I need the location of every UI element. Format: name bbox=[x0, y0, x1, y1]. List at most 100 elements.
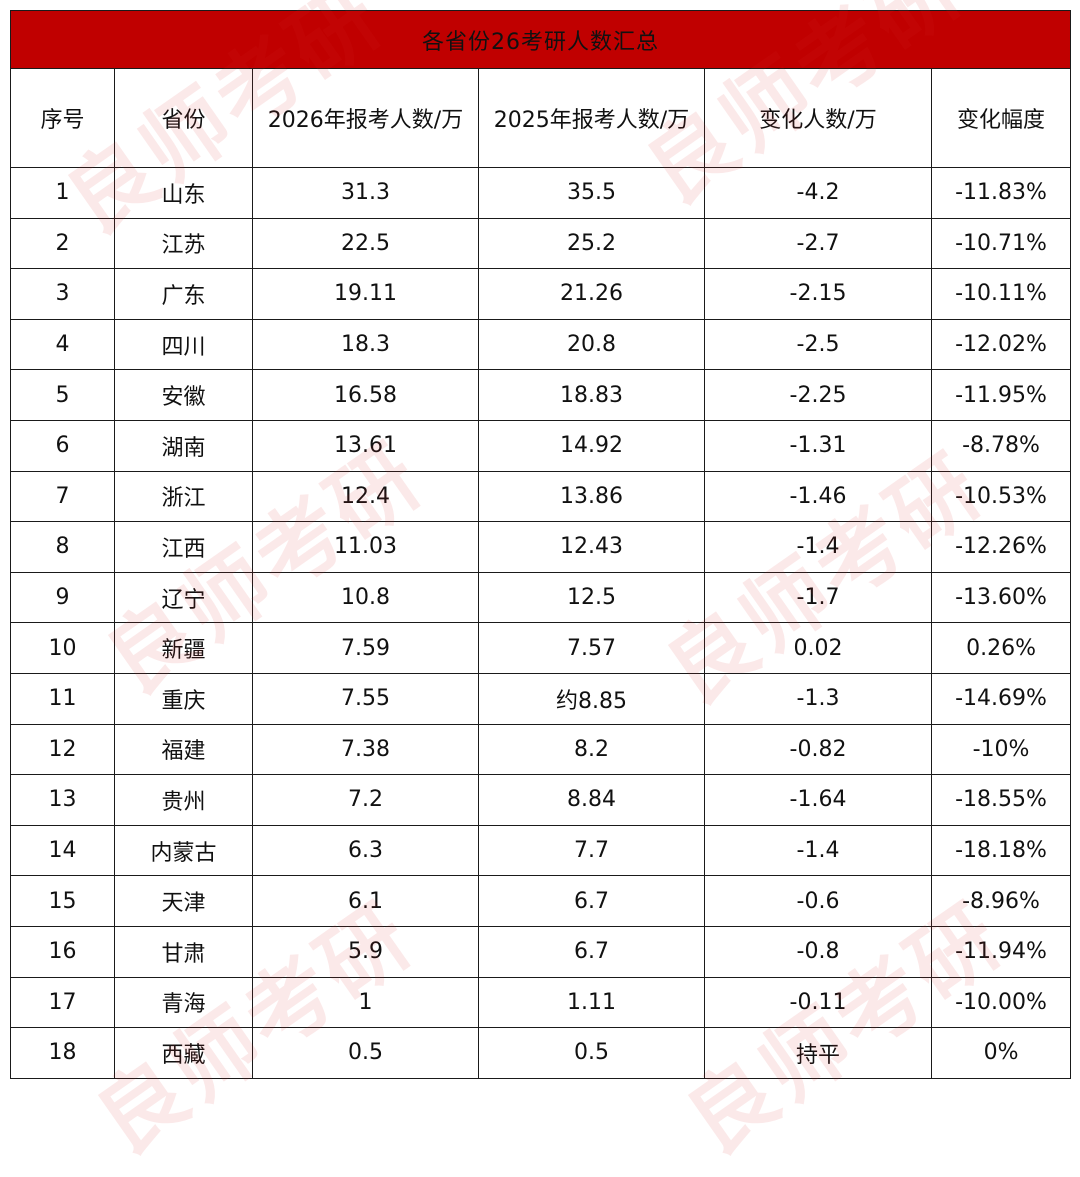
cell-province: 浙江 bbox=[114, 470, 253, 523]
cell-index: 2 bbox=[10, 217, 115, 270]
cell-index: 4 bbox=[10, 318, 115, 371]
cell-change-count: -0.8 bbox=[704, 925, 932, 978]
table-row: 13 贵州 7.2 8.84 -1.64 -18.55% bbox=[10, 774, 1072, 826]
cell-2025-applicants: 12.5 bbox=[478, 571, 705, 624]
cell-2025-applicants: 13.86 bbox=[478, 470, 705, 523]
cell-2025-applicants: 20.8 bbox=[478, 318, 705, 371]
cell-2026-applicants: 0.5 bbox=[252, 1027, 479, 1079]
cell-change-count: -4.2 bbox=[704, 167, 932, 219]
cell-change-count: -1.3 bbox=[704, 672, 932, 725]
cell-province: 山东 bbox=[114, 167, 253, 219]
cell-province: 广东 bbox=[114, 268, 253, 320]
table-row: 3 广东 19.11 21.26 -2.15 -10.11% bbox=[10, 268, 1072, 320]
cell-index: 5 bbox=[10, 369, 115, 421]
cell-province: 江西 bbox=[114, 521, 253, 573]
cell-2026-applicants: 12.4 bbox=[252, 470, 479, 523]
cell-province: 青海 bbox=[114, 976, 253, 1029]
cell-2026-applicants: 7.59 bbox=[252, 622, 479, 674]
cell-change-rate: 0.26% bbox=[930, 622, 1072, 674]
cell-2025-applicants: 35.5 bbox=[478, 167, 705, 219]
cell-2026-applicants: 16.58 bbox=[252, 369, 479, 421]
cell-province: 四川 bbox=[114, 318, 253, 371]
cell-province: 辽宁 bbox=[114, 571, 253, 624]
cell-index: 13 bbox=[10, 774, 115, 826]
cell-change-count: 0.02 bbox=[704, 622, 932, 674]
cell-change-count: -1.64 bbox=[704, 774, 932, 826]
cell-change-rate: -18.18% bbox=[930, 824, 1072, 877]
cell-index: 17 bbox=[10, 976, 115, 1029]
cell-2025-applicants: 14.92 bbox=[478, 419, 705, 472]
cell-change-rate: -10.00% bbox=[930, 976, 1072, 1029]
table-row: 11 重庆 7.55 约8.85 -1.3 -14.69% bbox=[10, 672, 1072, 725]
table-row: 8 江西 11.03 12.43 -1.4 -12.26% bbox=[10, 521, 1072, 573]
cell-change-rate: -12.02% bbox=[930, 318, 1072, 371]
cell-province: 重庆 bbox=[114, 672, 253, 725]
cell-change-rate: -10% bbox=[930, 723, 1072, 776]
cell-2025-applicants: 21.26 bbox=[478, 268, 705, 320]
table-row: 10 新疆 7.59 7.57 0.02 0.26% bbox=[10, 622, 1072, 674]
cell-index: 12 bbox=[10, 723, 115, 776]
cell-change-count: -1.4 bbox=[704, 824, 932, 877]
header-2026-applicants: 2026年报考人数/万 bbox=[252, 68, 479, 168]
cell-2025-applicants: 1.11 bbox=[478, 976, 705, 1029]
cell-province: 新疆 bbox=[114, 622, 253, 674]
cell-index: 14 bbox=[10, 824, 115, 877]
table-row: 14 内蒙古 6.3 7.7 -1.4 -18.18% bbox=[10, 824, 1072, 877]
cell-change-rate: -11.83% bbox=[930, 167, 1072, 219]
cell-2026-applicants: 18.3 bbox=[252, 318, 479, 371]
cell-change-rate: -12.26% bbox=[930, 521, 1072, 573]
header-2025-applicants: 2025年报考人数/万 bbox=[478, 68, 705, 168]
cell-index: 3 bbox=[10, 268, 115, 320]
cell-2025-applicants: 12.43 bbox=[478, 521, 705, 573]
cell-change-count: -2.7 bbox=[704, 217, 932, 270]
cell-change-count: -1.46 bbox=[704, 470, 932, 523]
table-row: 6 湖南 13.61 14.92 -1.31 -8.78% bbox=[10, 419, 1072, 472]
header-index: 序号 bbox=[10, 68, 115, 168]
cell-index: 7 bbox=[10, 470, 115, 523]
table-row: 2 江苏 22.5 25.2 -2.7 -10.71% bbox=[10, 217, 1072, 270]
cell-index: 9 bbox=[10, 571, 115, 624]
cell-2025-applicants: 7.57 bbox=[478, 622, 705, 674]
header-province: 省份 bbox=[114, 68, 253, 168]
cell-index: 1 bbox=[10, 167, 115, 219]
cell-index: 16 bbox=[10, 925, 115, 978]
cell-index: 18 bbox=[10, 1027, 115, 1079]
cell-change-rate: -11.95% bbox=[930, 369, 1072, 421]
cell-2025-applicants: 7.7 bbox=[478, 824, 705, 877]
table-row: 18 西藏 0.5 0.5 持平 0% bbox=[10, 1027, 1072, 1079]
table-row: 1 山东 31.3 35.5 -4.2 -11.83% bbox=[10, 167, 1072, 219]
cell-2025-applicants: 8.2 bbox=[478, 723, 705, 776]
cell-change-count: -0.6 bbox=[704, 875, 932, 927]
cell-2025-applicants: 18.83 bbox=[478, 369, 705, 421]
table-row: 9 辽宁 10.8 12.5 -1.7 -13.60% bbox=[10, 571, 1072, 624]
table-body: 1 山东 31.3 35.5 -4.2 -11.83% 2 江苏 22.5 25.2 -2.7 -10… bbox=[10, 167, 1072, 1079]
cell-2026-applicants: 5.9 bbox=[252, 925, 479, 978]
cell-2025-applicants: 0.5 bbox=[478, 1027, 705, 1079]
cell-change-rate: -10.53% bbox=[930, 470, 1072, 523]
cell-2026-applicants: 31.3 bbox=[252, 167, 479, 219]
summary-table: 各省份26考研人数汇总 序号 省份 2026年报考人数/万 2025年报考人数/… bbox=[9, 10, 1072, 1079]
cell-province: 天津 bbox=[114, 875, 253, 927]
cell-province: 江苏 bbox=[114, 217, 253, 270]
cell-2025-applicants: 6.7 bbox=[478, 925, 705, 978]
table-row: 16 甘肃 5.9 6.7 -0.8 -11.94% bbox=[10, 925, 1072, 978]
table-row: 5 安徽 16.58 18.83 -2.25 -11.95% bbox=[10, 369, 1072, 421]
cell-2025-applicants: 8.84 bbox=[478, 774, 705, 826]
cell-2026-applicants: 6.3 bbox=[252, 824, 479, 877]
cell-2026-applicants: 7.55 bbox=[252, 672, 479, 725]
cell-2026-applicants: 7.2 bbox=[252, 774, 479, 826]
header-row: 序号 省份 2026年报考人数/万 2025年报考人数/万 变化人数/万 变化幅… bbox=[10, 68, 1072, 168]
cell-2026-applicants: 1 bbox=[252, 976, 479, 1029]
cell-change-count: -2.5 bbox=[704, 318, 932, 371]
cell-change-count: -0.82 bbox=[704, 723, 932, 776]
table-row: 15 天津 6.1 6.7 -0.6 -8.96% bbox=[10, 875, 1072, 927]
cell-change-count: 持平 bbox=[704, 1027, 932, 1079]
cell-change-count: -0.11 bbox=[704, 976, 932, 1029]
cell-index: 11 bbox=[10, 672, 115, 725]
cell-2026-applicants: 6.1 bbox=[252, 875, 479, 927]
header-change-rate: 变化幅度 bbox=[930, 68, 1072, 168]
cell-change-rate: -18.55% bbox=[930, 774, 1072, 826]
cell-2026-applicants: 7.38 bbox=[252, 723, 479, 776]
cell-change-rate: -8.78% bbox=[930, 419, 1072, 472]
cell-province: 贵州 bbox=[114, 774, 253, 826]
